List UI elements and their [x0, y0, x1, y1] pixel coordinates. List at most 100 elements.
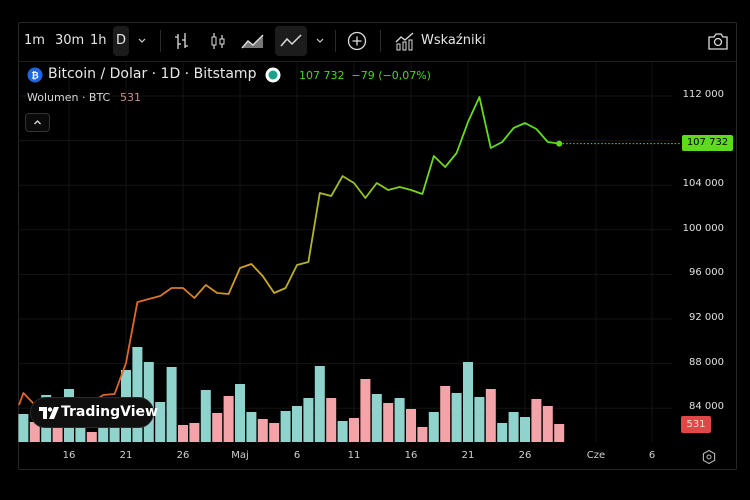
volume-bar [223, 396, 234, 442]
tradingview-logo[interactable]: TradingView [30, 397, 158, 428]
bitcoin-icon: ₿ [27, 67, 43, 83]
symbol-title[interactable]: Bitcoin / Dolar · 1D · Bitstamp [48, 66, 257, 82]
time-tick-label: 6 [648, 450, 656, 461]
collapse-legend-button[interactable] [25, 113, 50, 132]
chevron-down-icon[interactable] [137, 36, 147, 46]
time-tick-label: 16 [404, 450, 418, 461]
toolbar-divider [19, 61, 736, 62]
volume-bar [246, 412, 257, 442]
volume-bar [542, 406, 553, 442]
line-chart-icon[interactable] [280, 31, 302, 51]
interval-30m[interactable]: 30m [55, 33, 85, 48]
volume-bar [86, 432, 97, 442]
volume-bar [485, 388, 496, 442]
last-price-badge: 107 732 [682, 135, 733, 151]
volume-bar [75, 422, 86, 442]
volume-bar [463, 362, 473, 442]
add-compare-icon[interactable] [347, 31, 367, 51]
volume-bar [371, 394, 382, 442]
grid [19, 62, 672, 442]
tradingview-logo-icon [39, 407, 59, 419]
last-volume-badge: 531 [681, 416, 711, 433]
last-price-dot [556, 140, 563, 147]
last-price-value: 107 732 [299, 69, 345, 82]
volume-bar [520, 416, 530, 442]
time-tick-label: 26 [518, 450, 532, 461]
volume-bar [314, 366, 325, 442]
volume-bar [132, 346, 143, 442]
volume-bar [303, 398, 314, 442]
volume-bar [52, 426, 63, 442]
volume-bar [18, 414, 29, 442]
volume-bar [474, 396, 485, 442]
volume-bar [531, 398, 542, 442]
price-tick-label: 88 000 [689, 356, 724, 368]
toolbar-divider [160, 30, 161, 52]
chart-frame [18, 22, 737, 470]
settings-icon[interactable] [701, 449, 717, 465]
time-tick-label: 26 [176, 450, 190, 461]
time-tick-label: 21 [119, 450, 133, 461]
volume-bar [417, 426, 428, 442]
volume-bar [200, 390, 211, 442]
volume-bar [166, 366, 177, 442]
interval-1h[interactable]: 1h [90, 33, 107, 48]
volume-bar [440, 386, 451, 442]
market-status-icon[interactable] [265, 67, 281, 83]
interval-1m[interactable]: 1m [24, 33, 45, 48]
camera-icon[interactable] [707, 31, 729, 51]
legend-price: 107 732 −79 (−0,07%) [299, 69, 431, 82]
volume-bar [508, 412, 519, 442]
volume-bar [292, 406, 302, 442]
volume-bar [497, 422, 508, 442]
price-line [18, 96, 560, 410]
time-tick-label: 11 [347, 450, 361, 461]
svg-text:₿: ₿ [31, 71, 38, 82]
volume-bar [394, 398, 405, 442]
tradingview-logo-text: TradingView [61, 404, 158, 420]
candles-icon[interactable] [209, 31, 227, 51]
volume-bar [406, 408, 416, 442]
selected-chart-type-bg [275, 26, 307, 56]
volume-bar [349, 418, 359, 442]
volume-value: 531 [120, 91, 141, 104]
volume-bar [235, 384, 245, 442]
indicators-button[interactable]: Wskaźniki [421, 33, 486, 48]
interval-d[interactable]: D [116, 33, 127, 48]
price-tick-label: 112 000 [682, 89, 724, 100]
volume-bar [383, 402, 394, 442]
volume-bar [257, 418, 268, 442]
volume-bar [428, 412, 439, 442]
volume-bar [337, 420, 348, 442]
volume-bar [554, 424, 565, 442]
selected-interval-bg [113, 26, 129, 56]
volume-bar [212, 412, 223, 442]
time-tick-label: Cze [586, 450, 606, 461]
time-tick-label: 21 [461, 450, 475, 461]
toolbar-divider [380, 30, 381, 52]
volume-bar [326, 398, 337, 442]
volume-bar [451, 392, 462, 442]
indicators-icon[interactable] [394, 30, 416, 52]
chevron-down-icon[interactable] [315, 36, 325, 46]
price-tick-label: 96 000 [689, 267, 724, 279]
volume-bar [360, 378, 371, 442]
volume-bar [189, 422, 200, 442]
price-change: −79 (−0,07%) [351, 69, 431, 82]
bar-chart-icon[interactable] [172, 31, 190, 51]
volume-bar [269, 422, 280, 442]
chevron-up-icon [34, 120, 41, 125]
price-tick-label: 104 000 [682, 178, 724, 190]
area-chart-icon[interactable] [241, 31, 265, 51]
price-tick-label: 100 000 [682, 222, 724, 234]
time-tick-label: 16 [62, 450, 76, 461]
volume-bar [280, 410, 291, 442]
volume-bar [29, 422, 40, 442]
toolbar-divider [335, 30, 336, 52]
volume-bar [178, 424, 188, 442]
volume-label[interactable]: Wolumen · BTC [27, 91, 111, 104]
price-tick-label: 84 000 [689, 401, 724, 413]
volume-bar [98, 416, 109, 442]
price-tick-label: 92 000 [689, 312, 724, 323]
time-tick-label: Maj [231, 450, 249, 461]
